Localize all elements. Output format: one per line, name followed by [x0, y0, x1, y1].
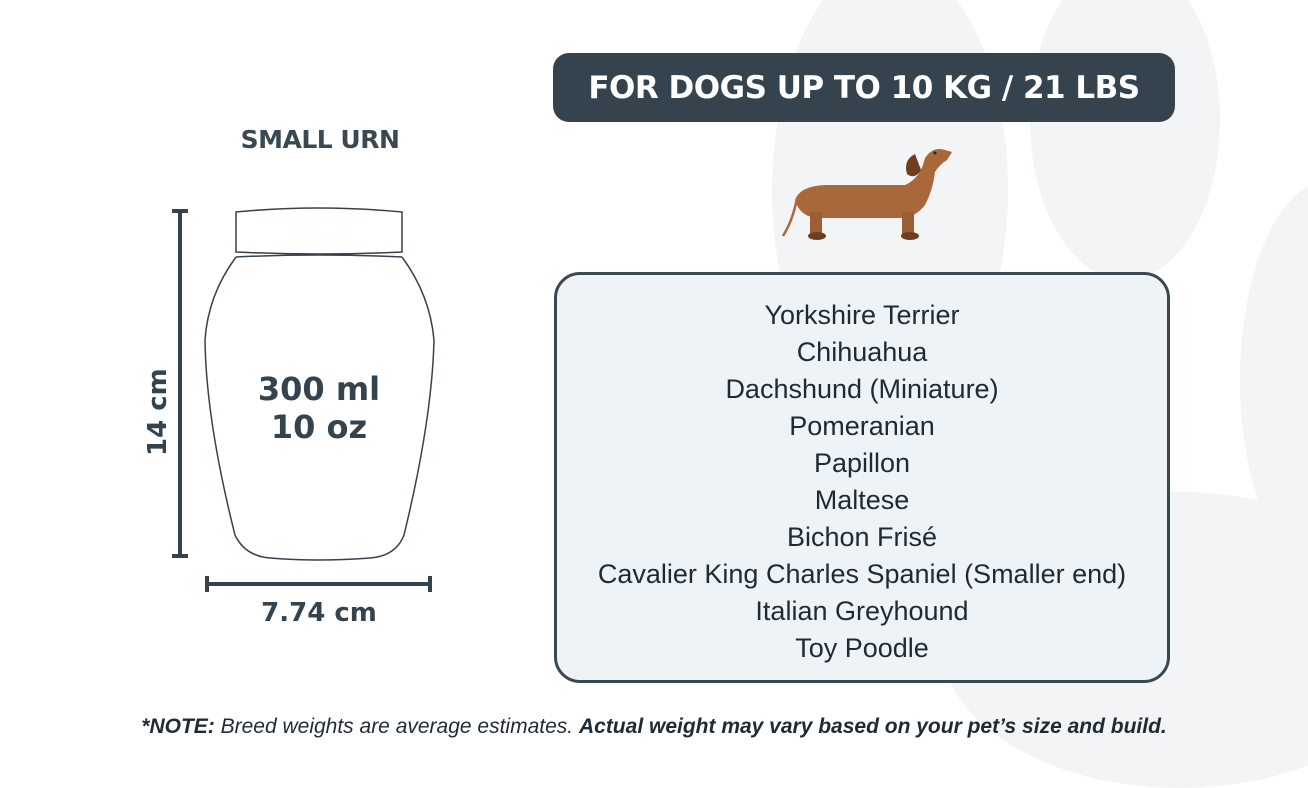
- breed-item: Pomeranian: [789, 411, 935, 441]
- breed-item: Dachshund (Miniature): [725, 374, 999, 404]
- note-text: Breed weights are average estimates.: [214, 715, 579, 738]
- footnote: *NOTE: Breed weights are average estimat…: [0, 714, 1308, 740]
- note-emphasis: Actual weight may vary based on your pet…: [578, 715, 1167, 738]
- height-label: 14 cm: [143, 368, 173, 456]
- breed-item: Yorkshire Terrier: [764, 300, 960, 330]
- capacity-oz: 10 oz: [270, 408, 368, 446]
- note-prefix: *NOTE:: [141, 715, 215, 738]
- breed-item: Bichon Frisé: [786, 522, 938, 552]
- dachshund-icon: [781, 149, 952, 240]
- breed-item: Cavalier King Charles Spaniel (Smaller e…: [597, 559, 1127, 589]
- breed-item: Toy Poodle: [795, 633, 929, 663]
- width-label: 7.74 cm: [261, 598, 377, 628]
- urn-title: SMALL URN: [240, 125, 400, 154]
- capacity-ml: 300 ml: [257, 370, 381, 408]
- weight-limit-banner: FOR DOGS UP TO 10 KG / 21 LBS: [553, 53, 1175, 122]
- urn-capacity: 300 ml 10 oz: [204, 370, 434, 446]
- breed-list: Yorkshire Terrier Chihuahua Dachshund (M…: [554, 272, 1170, 683]
- urn-outline-icon: [172, 207, 435, 592]
- breed-item: Chihuahua: [796, 337, 928, 367]
- banner-text: FOR DOGS UP TO 10 KG / 21 LBS: [588, 69, 1140, 106]
- breed-item: Maltese: [814, 485, 910, 515]
- breed-item: Papillon: [813, 448, 911, 478]
- breed-item: Italian Greyhound: [755, 596, 969, 626]
